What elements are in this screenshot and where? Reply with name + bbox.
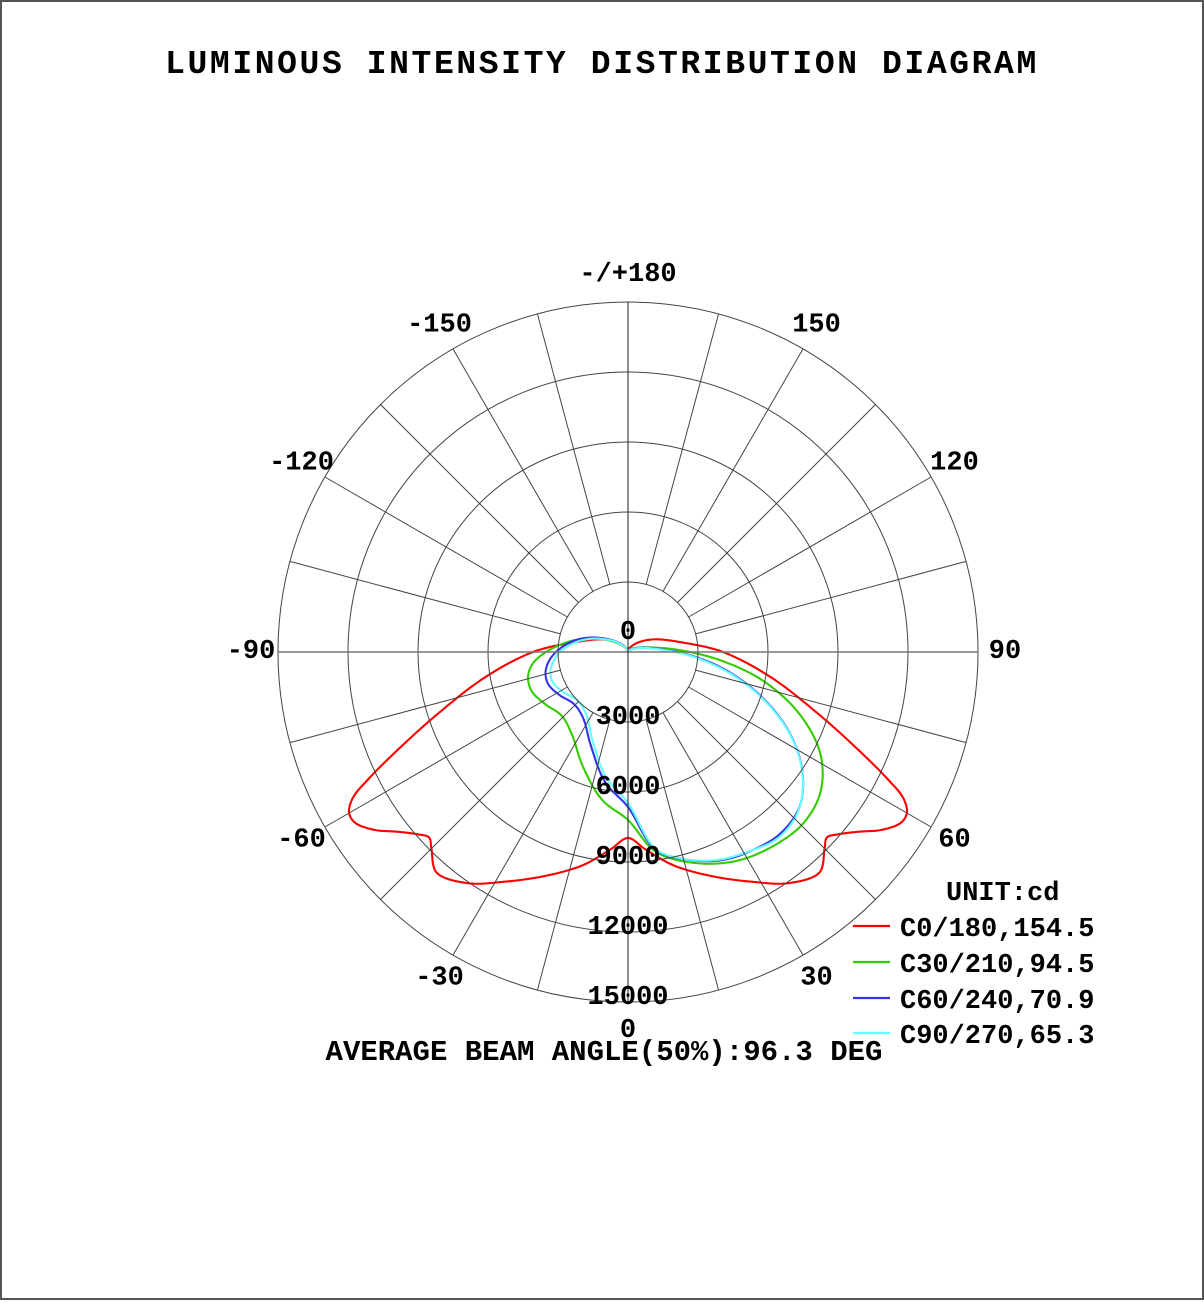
svg-text:90: 90	[989, 637, 1021, 667]
svg-text:C30/210,94.5: C30/210,94.5	[900, 951, 1094, 981]
svg-text:-90: -90	[227, 637, 276, 667]
svg-text:15000: 15000	[587, 983, 668, 1013]
svg-text:C60/240,70.9: C60/240,70.9	[900, 987, 1094, 1017]
svg-text:-120: -120	[269, 449, 334, 479]
svg-text:60: 60	[938, 826, 970, 856]
svg-text:12000: 12000	[587, 913, 668, 943]
svg-text:0: 0	[620, 618, 636, 648]
svg-text:6000: 6000	[596, 773, 661, 803]
svg-text:30: 30	[800, 963, 832, 993]
svg-text:-30: -30	[415, 963, 464, 993]
svg-text:-/+180: -/+180	[579, 260, 676, 290]
svg-text:3000: 3000	[596, 703, 661, 733]
svg-text:-60: -60	[277, 826, 326, 856]
svg-text:9000: 9000	[596, 843, 661, 873]
svg-text:C90/270,65.3: C90/270,65.3	[900, 1022, 1094, 1052]
svg-text:-150: -150	[407, 311, 472, 341]
svg-text:C0/180,154.5: C0/180,154.5	[900, 915, 1094, 945]
svg-text:AVERAGE BEAM ANGLE(50%):96.3 D: AVERAGE BEAM ANGLE(50%):96.3 DEG	[326, 1036, 883, 1069]
svg-text:150: 150	[792, 311, 841, 341]
svg-text:120: 120	[930, 449, 979, 479]
svg-text:UNIT:cd: UNIT:cd	[946, 879, 1059, 909]
